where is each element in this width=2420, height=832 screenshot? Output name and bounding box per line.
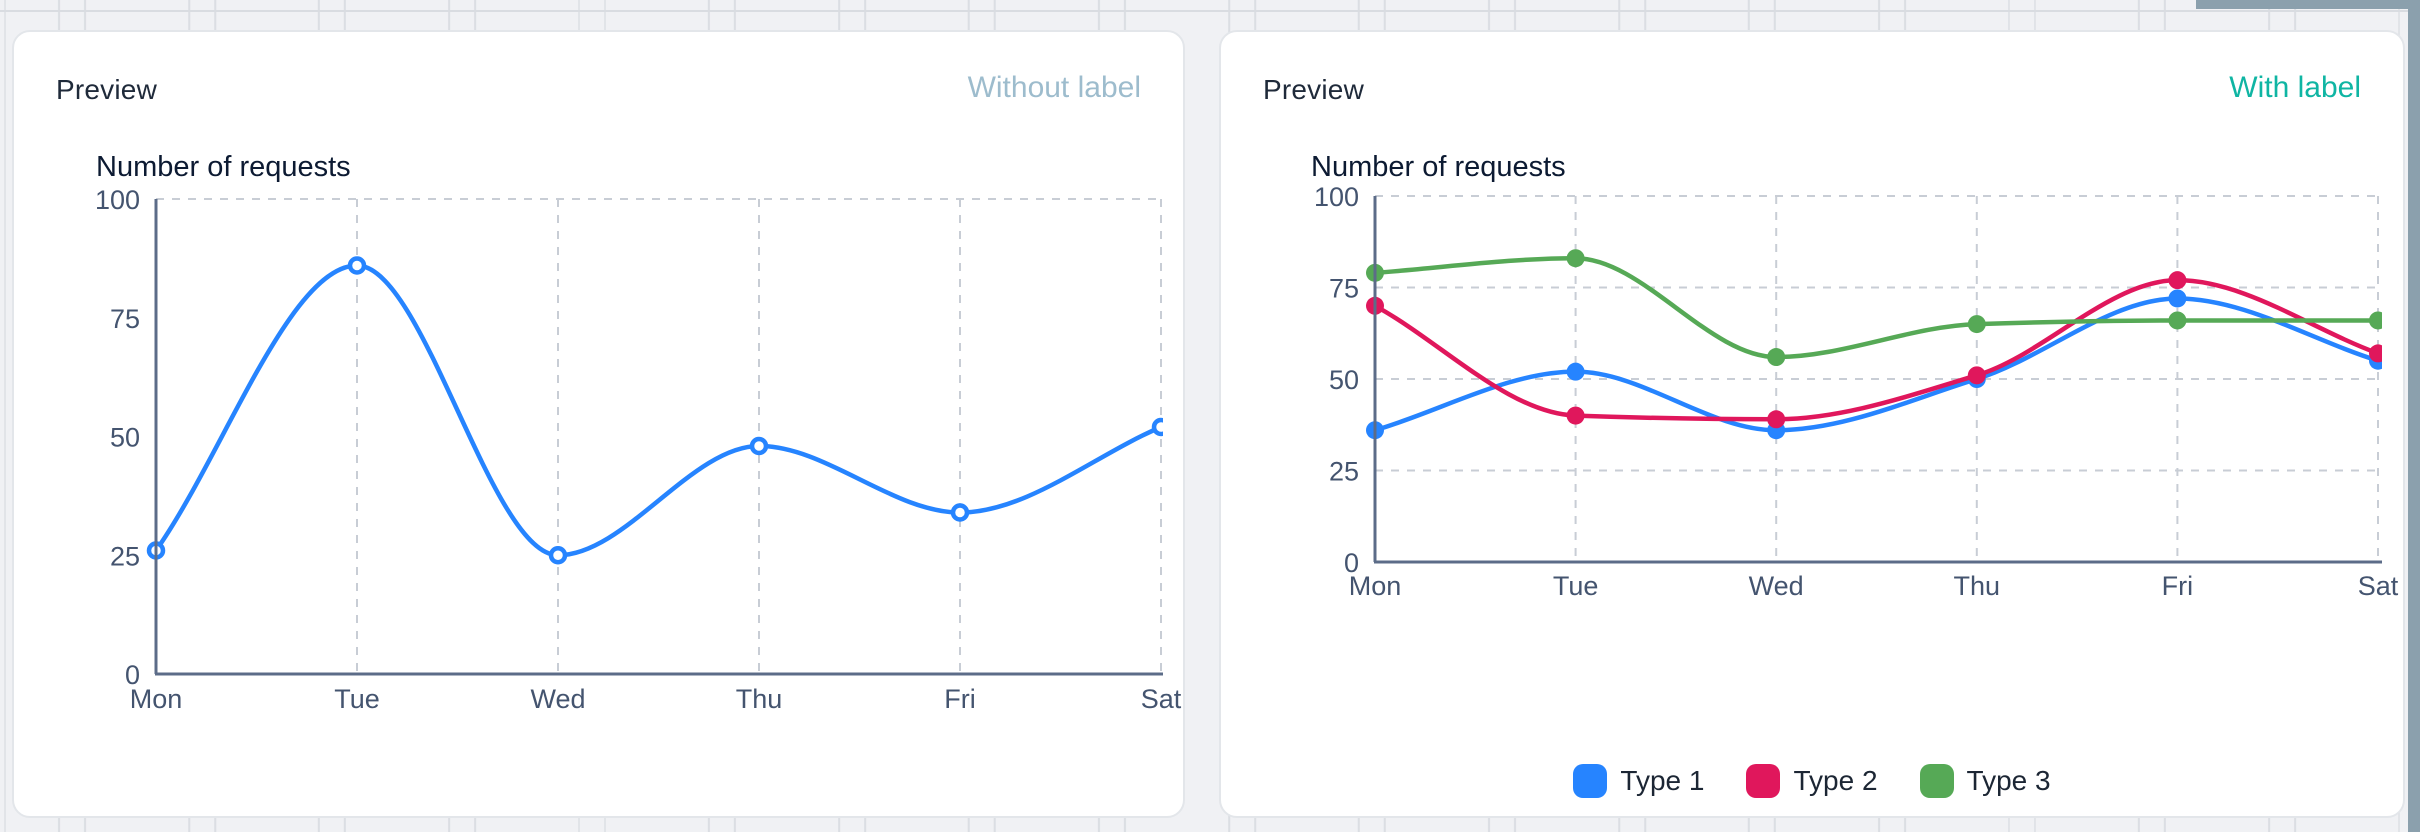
x-tick-label: Wed: [1749, 571, 1804, 601]
data-point-marker: [1566, 362, 1585, 381]
series-line-type-2: [1372, 277, 2381, 422]
chart-axis-title: Number of requests: [1311, 151, 1566, 183]
data-point-marker: [548, 546, 568, 565]
plot-area: [1366, 195, 2382, 564]
x-tick-label: Sat: [2358, 571, 2399, 601]
y-tick-label: 75: [1329, 274, 1359, 304]
variant-label-with: With label: [2229, 71, 2361, 104]
legend-label: Type 1: [1620, 765, 1705, 796]
x-tick-label: Sat: [1141, 684, 1182, 714]
line-chart-without-label: 0 25 50 75 100 Mon Tue Wed Thu Fri Sat: [95, 185, 1182, 714]
series-line-type-3: [1372, 255, 2381, 360]
legend-item-type-3: Type 3: [1919, 764, 2051, 798]
background-header-bar: [2196, 0, 2420, 9]
x-tick-label: Fri: [2162, 571, 2193, 601]
data-point-marker: [2168, 271, 2187, 290]
legend-item-type-1: Type 1: [1573, 764, 1704, 798]
plot-area: [146, 198, 1163, 676]
data-point-marker: [749, 436, 769, 456]
x-tick-label: Mon: [1349, 571, 1402, 601]
x-tick-label: Tue: [1553, 571, 1599, 601]
series-line-type-1: [1372, 296, 2381, 433]
y-tick-label: 0: [125, 660, 140, 690]
legend-label: Type 3: [1966, 765, 2051, 796]
x-tick-label: Wed: [530, 684, 585, 714]
x-tick-label: Tue: [334, 684, 380, 714]
y-tick-label: 100: [1314, 182, 1359, 212]
line-chart-with-label: 0 25 50 75 100 Mon Tue Wed Thu Fri Sat: [1314, 182, 2399, 601]
data-point-marker: [2369, 311, 2382, 330]
preview-card-without-label: Preview Without label Number of requests…: [12, 30, 1185, 818]
data-point-marker: [950, 503, 970, 522]
y-tick-label: 50: [110, 423, 140, 453]
x-tick-label: Thu: [736, 684, 783, 714]
card-title: Preview: [56, 74, 157, 105]
series-line-requests: [153, 263, 1163, 558]
x-tick-label: Fri: [944, 684, 975, 714]
y-tick-label: 25: [1329, 457, 1359, 487]
vertical-scrollbar[interactable]: [2408, 0, 2420, 832]
legend-swatch-icon: [1573, 764, 1608, 798]
chart-axis-title: Number of requests: [96, 151, 351, 183]
data-point-marker: [1151, 417, 1163, 437]
y-tick-label: 50: [1329, 365, 1359, 395]
data-point-marker: [2369, 344, 2382, 363]
y-tick-label: 0: [1344, 548, 1359, 578]
y-tick-label: 100: [95, 185, 140, 215]
x-tick-label: Thu: [1954, 571, 2001, 601]
legend-item-type-2: Type 2: [1746, 764, 1878, 798]
legend-swatch-icon: [1746, 764, 1781, 798]
data-point-marker: [1566, 249, 1585, 268]
data-point-marker: [1566, 406, 1585, 425]
variant-label-without: Without label: [967, 71, 1141, 104]
data-point-marker: [1767, 348, 1786, 367]
data-point-marker: [2168, 289, 2187, 308]
data-point-marker: [2168, 311, 2187, 330]
legend-swatch-icon: [1919, 764, 1954, 798]
data-point-marker: [1967, 315, 1986, 334]
card-title: Preview: [1263, 74, 1364, 105]
background-grid-divider: [0, 10, 2420, 12]
y-tick-label: 75: [110, 304, 140, 334]
data-point-marker: [1767, 410, 1786, 429]
data-point-marker: [347, 256, 367, 275]
data-point-marker: [1967, 366, 1986, 385]
y-tick-label: 25: [110, 541, 140, 571]
x-tick-label: Mon: [130, 684, 183, 714]
preview-card-with-label: Preview With label Number of requests 0 2…: [1219, 30, 2405, 818]
chart-legend: Type 1 Type 2 Type 3: [1221, 761, 2403, 801]
legend-label: Type 2: [1793, 765, 1878, 796]
